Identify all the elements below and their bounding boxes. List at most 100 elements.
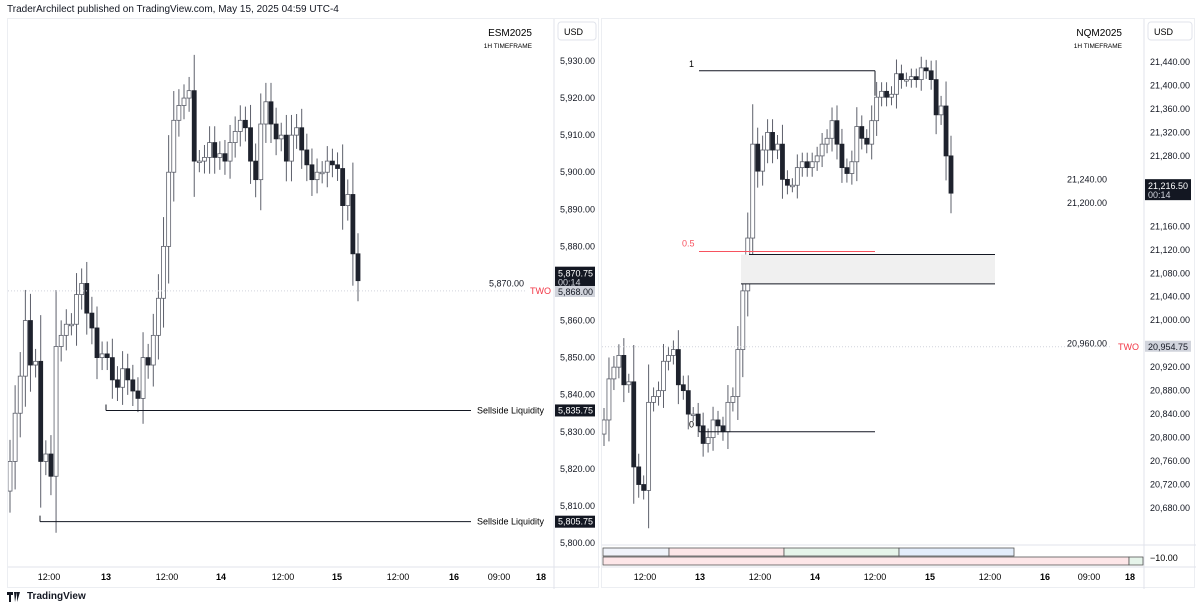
bull-candle [17, 375, 23, 414]
bull-candle [606, 378, 612, 421]
bear-candle [135, 390, 141, 399]
price-tick-label: 5,930.00 [560, 56, 595, 66]
bull-candle [730, 396, 736, 403]
nq-chart-svg[interactable]: USD NQM2025 1H TIMEFRAME 12:00 13 12:00 14 12:0… [602, 19, 1196, 589]
bull-candle [176, 105, 182, 121]
bear-candle [340, 168, 346, 206]
countdown-text: 00:14 [558, 278, 581, 288]
price-tick-label: 20,760.00 [1150, 456, 1190, 466]
level-price-text: 5,805.75 [558, 517, 593, 527]
bull-candle [705, 437, 711, 444]
bear-candle [621, 355, 627, 386]
bull-candle [799, 161, 805, 169]
bear-candle [115, 379, 120, 388]
bull-candle [79, 283, 85, 295]
bear-candle [89, 312, 95, 329]
session-box [783, 547, 900, 557]
price-tick-label: 21,080.00 [1150, 268, 1190, 278]
es-chart-pane[interactable]: USD ESM2025 1H TIMEFRAME 12:00 13 12:00 14 12:0… [7, 18, 600, 589]
bull-candle [319, 171, 325, 175]
bear-candle [335, 164, 340, 169]
bull-candle [294, 127, 299, 136]
es-chart-svg[interactable]: USD ESM2025 1H TIMEFRAME 12:00 13 12:00 14 12:0… [8, 19, 600, 589]
currency-button[interactable] [557, 21, 597, 41]
sellside-liquidity-label: Sellside Liquidity [477, 517, 545, 527]
bull-candle [794, 167, 800, 186]
bear-candle [641, 484, 647, 491]
bear-candle [755, 143, 761, 172]
bear-candle [695, 413, 701, 427]
session-box [602, 556, 1130, 566]
price-tick-label: 20,720.00 [1150, 480, 1190, 490]
bull-candle [819, 143, 825, 157]
bear-candle [785, 178, 790, 186]
bear-candle [350, 194, 356, 255]
bear-candle [304, 149, 310, 166]
bull-candle [120, 368, 125, 388]
price-tick-label: 20,800.00 [1150, 433, 1190, 443]
bull-candle [217, 153, 223, 158]
fair-value-gap-box [741, 254, 995, 284]
time-tick-label: 16 [449, 572, 459, 582]
time-tick-label: 13 [101, 572, 111, 582]
bull-candle [849, 161, 855, 174]
bull-candle [140, 357, 146, 399]
time-tick-label: 09:00 [488, 572, 511, 582]
time-tick-label: 12:00 [38, 572, 61, 582]
price-tick-label: 5,810.00 [560, 501, 595, 511]
bear-candle [928, 70, 934, 81]
nq-chart-pane[interactable]: USD NQM2025 1H TIMEFRAME 12:00 13 12:00 14 12:0… [601, 18, 1196, 589]
bear-candle [844, 167, 850, 174]
bull-candle [903, 79, 909, 82]
bear-candle [923, 67, 929, 72]
bull-candle [661, 360, 666, 392]
bear-candle [212, 142, 218, 158]
bear-candle [84, 283, 90, 314]
session-box [668, 547, 785, 557]
price-tick-label: 21,000.00 [1150, 315, 1190, 325]
tradingview-brand: TradingView [27, 591, 86, 602]
bull-candle [824, 137, 830, 145]
time-tick-label: 12:00 [272, 572, 295, 582]
bear-candle [700, 425, 706, 444]
bull-candle [166, 171, 172, 247]
bear-candle [715, 419, 721, 427]
bull-candle [690, 413, 696, 417]
price-tick-label: 5,850.00 [560, 353, 595, 363]
bear-candle [780, 143, 785, 180]
price-tick-label: 5,830.00 [560, 427, 595, 437]
bull-candle [666, 355, 671, 362]
bull-candle [616, 355, 622, 368]
bear-candle [94, 327, 100, 359]
currency-button[interactable] [1147, 21, 1193, 41]
price-tick-label: 21,320.00 [1150, 127, 1190, 137]
bear-candle [191, 90, 197, 162]
bear-candle [309, 164, 315, 181]
bull-candle [894, 73, 899, 95]
bull-candle [156, 297, 161, 336]
bull-candle [879, 90, 885, 98]
bear-candle [355, 253, 361, 282]
price-tick-label: 21,040.00 [1150, 292, 1190, 302]
time-tick-label: 15 [332, 572, 342, 582]
time-tick-label: 12:00 [634, 572, 657, 582]
indicator-value-label: −10.00 [1150, 553, 1178, 563]
bear-candle [145, 357, 151, 366]
bull-candle [171, 119, 177, 173]
time-tick-label: 16 [1040, 572, 1050, 582]
time-tick-label: 18 [536, 572, 546, 582]
price-tick-label: 5,860.00 [560, 316, 595, 326]
bear-candle [253, 160, 259, 181]
price-tick-label: 21,240.00 [1067, 174, 1107, 184]
bull-candle [735, 349, 741, 397]
time-tick-label: 14 [216, 572, 226, 582]
two-price-badge-text: 20,954.75 [1148, 342, 1188, 352]
bull-candle [626, 381, 632, 386]
bear-candle [38, 360, 44, 462]
bull-candle [814, 155, 820, 163]
footer: TradingView [7, 591, 86, 602]
bull-candle [750, 143, 756, 239]
bull-candle [74, 294, 79, 325]
price-tick-label: 5,920.00 [560, 93, 595, 103]
timeframe-label: 1H TIMEFRAME [1074, 43, 1123, 50]
